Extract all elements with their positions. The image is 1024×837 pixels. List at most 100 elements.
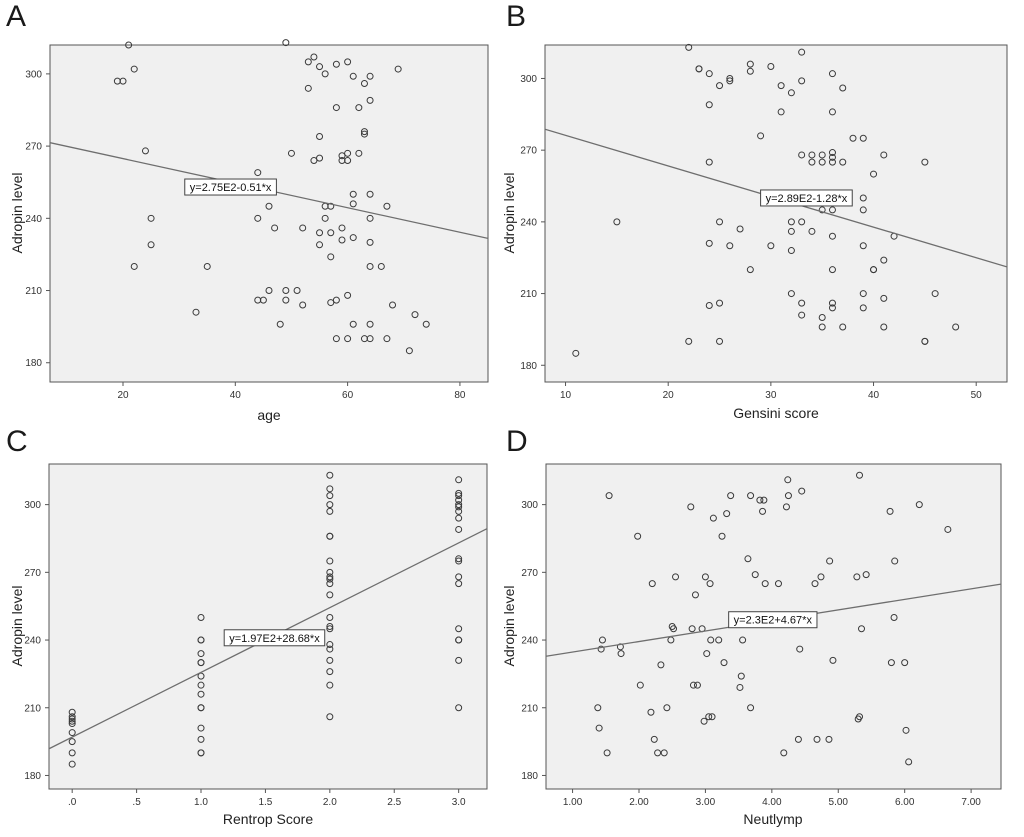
data-point-a [316, 229, 324, 237]
ticks-b: 10 20 30 40 50 180 210 240 270 300 [520, 74, 982, 401]
data-point-a [265, 287, 273, 295]
data-point-d [739, 636, 747, 644]
y-tick-label-d: 180 [521, 771, 538, 782]
data-point-a [349, 320, 357, 328]
data-point-c [197, 681, 205, 689]
data-point-a [287, 149, 295, 157]
x-tick-label-c: 1.5 [258, 797, 272, 808]
data-point-d [670, 625, 678, 633]
data-point-c [326, 645, 334, 653]
data-point-c [455, 555, 463, 563]
data-point-b [685, 337, 693, 345]
data-point-a [332, 60, 340, 68]
data-point-c [326, 532, 334, 540]
data-point-a [130, 65, 138, 73]
data-point-b [828, 149, 836, 157]
data-point-b [716, 337, 724, 345]
data-point-b [716, 299, 724, 307]
data-point-c [197, 690, 205, 698]
x-tick-label-a: 40 [230, 390, 242, 401]
y-tick-label-b: 270 [520, 146, 537, 157]
data-point-d [862, 571, 870, 579]
data-point-c [326, 681, 334, 689]
panel-letter-c: C [6, 425, 28, 458]
data-point-c [455, 507, 463, 515]
data-point-c [326, 501, 334, 509]
data-point-b [787, 227, 795, 235]
data-point-a [327, 253, 335, 261]
data-point-d [751, 571, 759, 579]
data-point-b [870, 266, 878, 274]
data-point-c [455, 704, 463, 712]
data-point-d [594, 704, 602, 712]
data-point-a [344, 58, 352, 66]
data-point-a [349, 234, 357, 242]
data-point-c [68, 738, 76, 746]
data-point-a [366, 238, 374, 246]
equation-box-c [223, 629, 326, 647]
data-point-b [787, 89, 795, 97]
data-point-c [326, 623, 334, 630]
data-point-d [654, 749, 662, 757]
data-point-d [605, 492, 613, 500]
data-point-b [705, 239, 713, 247]
data-point-a [282, 296, 290, 304]
data-point-b [818, 158, 826, 166]
data-point-d [672, 573, 680, 581]
data-point-d [853, 573, 861, 581]
data-point-a [344, 335, 352, 343]
data-point-d [798, 487, 806, 495]
data-point-b [705, 158, 713, 166]
data-point-d [703, 650, 711, 658]
x-tick-label-d: 1.00 [563, 797, 583, 808]
data-point-c [68, 749, 76, 757]
x-axis-title-d: Neutlymp [743, 811, 802, 827]
x-tick-label-d: 3.00 [696, 797, 716, 808]
y-tick-label-d: 300 [521, 500, 538, 511]
data-point-b [798, 151, 806, 159]
data-point-d [813, 735, 821, 743]
data-point-a [304, 84, 312, 92]
data-point-d [616, 643, 624, 651]
x-tick-label-c: 1.0 [194, 797, 208, 808]
data-point-a [366, 72, 374, 80]
data-point-b [757, 132, 765, 140]
data-point-d [782, 503, 790, 511]
data-point-a [349, 72, 357, 80]
data-point-b [931, 290, 939, 298]
data-point-c [326, 507, 334, 515]
y-tick-label-a: 210 [25, 286, 42, 297]
data-point-d [759, 507, 767, 515]
data-point-d [829, 656, 837, 664]
data-point-d [886, 507, 894, 515]
y-tick-label-b: 300 [520, 74, 537, 85]
data-point-b [808, 151, 816, 159]
data-point-c [197, 735, 205, 743]
data-point-b [777, 82, 785, 90]
data-point-d [817, 573, 825, 581]
data-point-b [705, 70, 713, 78]
data-point-d [901, 659, 909, 667]
y-tick-label-c: 240 [24, 636, 41, 647]
panel-letter-b: B [506, 0, 526, 33]
plot-area-b [544, 44, 1008, 383]
data-point-d [597, 645, 605, 653]
x-tick-label-d: 2.00 [629, 797, 649, 808]
y-tick-label-d: 270 [521, 568, 538, 579]
data-point-b [746, 266, 754, 274]
data-point-b [726, 77, 734, 85]
data-point-b [798, 218, 806, 226]
data-point-d [720, 659, 728, 667]
data-point-a [360, 130, 368, 138]
data-point-c [455, 625, 463, 633]
data-point-c [197, 650, 205, 658]
x-tick-label-d: 6.00 [895, 797, 915, 808]
data-point-c [68, 729, 76, 737]
data-point-c [68, 717, 76, 725]
data-point-a [130, 262, 138, 270]
equation-label-a: y=2.75E2-0.51*x [190, 182, 272, 194]
data-point-b [818, 206, 826, 214]
y-tick-label-d: 210 [521, 703, 538, 714]
y-axis-title-c: Adropin level [9, 586, 25, 667]
